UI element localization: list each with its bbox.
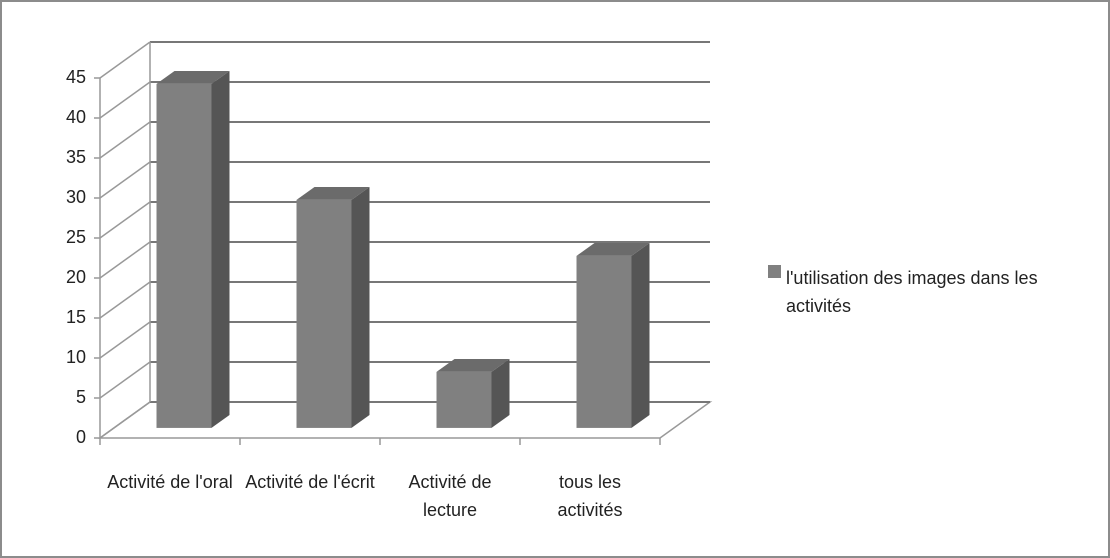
bar-top xyxy=(576,242,650,256)
y-tick-label: 45 xyxy=(66,67,86,87)
y-tick-label: 10 xyxy=(66,347,86,367)
y-tick-label: 20 xyxy=(66,267,86,287)
wall-grid-line xyxy=(99,361,151,399)
wall-grid-line xyxy=(99,201,151,239)
bar-top xyxy=(156,70,230,84)
y-tick-label: 25 xyxy=(66,227,86,247)
x-tick-label: Activité de l'écrit xyxy=(245,472,375,492)
bar-side xyxy=(631,242,650,428)
bar xyxy=(436,371,492,428)
y-tick-label: 35 xyxy=(66,147,86,167)
legend-label: l'utilisation des images dans les activi… xyxy=(786,268,1038,316)
y-tick-label: 5 xyxy=(76,387,86,407)
bar xyxy=(156,83,212,428)
x-tick-label: Activité de l'oral xyxy=(107,472,233,492)
wall-grid-line xyxy=(99,121,151,159)
bar xyxy=(576,255,632,428)
wall-grid-line xyxy=(99,281,151,319)
y-tick-label: 0 xyxy=(76,427,86,447)
bar-top xyxy=(296,186,370,200)
wall-grid-line xyxy=(99,241,151,279)
y-tick-label: 30 xyxy=(66,187,86,207)
y-tick-label: 40 xyxy=(66,107,86,127)
legend-swatch xyxy=(768,265,781,278)
bar xyxy=(296,199,352,428)
y-tick-label: 15 xyxy=(66,307,86,327)
wall-grid-line xyxy=(99,81,151,119)
wall-grid-line xyxy=(99,161,151,199)
x-tick-label: tous les activités xyxy=(557,472,623,520)
bar-top xyxy=(436,358,510,372)
wall-grid-line xyxy=(99,321,151,359)
bar-side xyxy=(351,186,370,428)
bar-side xyxy=(211,70,230,428)
wall-grid-line xyxy=(99,41,151,79)
bar-side xyxy=(491,358,510,428)
wall-grid-line xyxy=(99,401,151,439)
x-tick-label: Activité de lecture xyxy=(408,472,492,520)
